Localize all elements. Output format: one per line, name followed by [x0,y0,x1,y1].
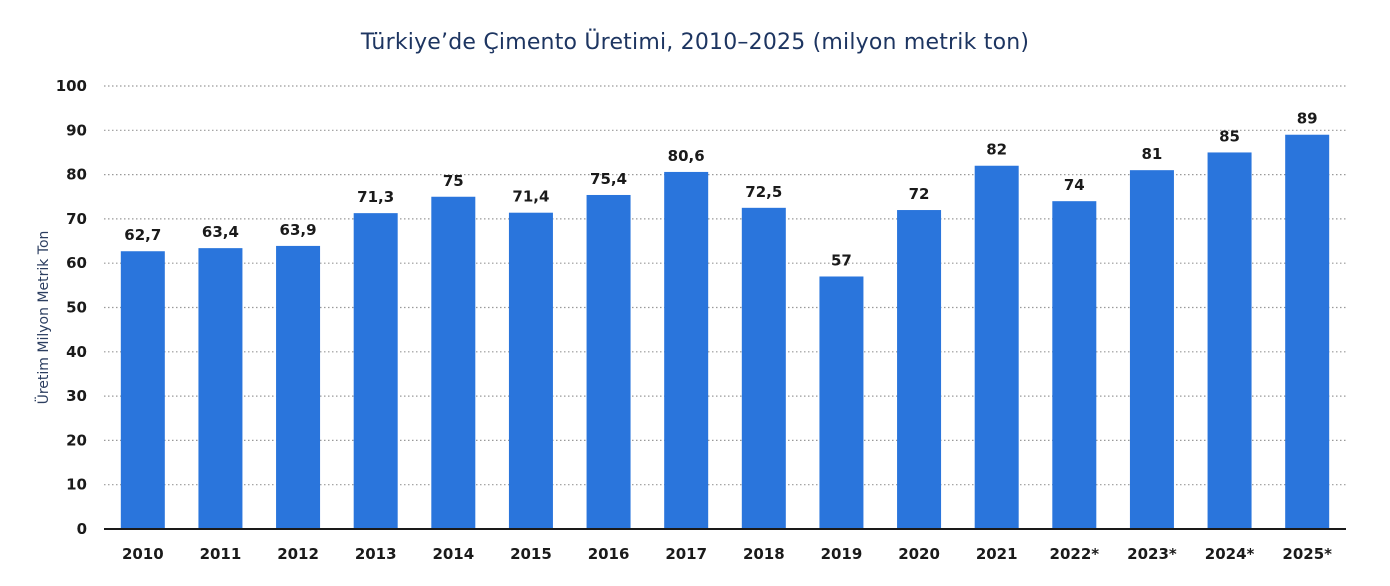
y-tick-label: 20 [66,431,87,449]
x-tick-label: 2025* [1282,545,1332,563]
data-label: 72 [909,185,930,203]
x-tick-label: 2015 [510,545,552,563]
chart-title: Türkiye’de Çimento Üretimi, 2010–2025 (m… [360,30,1030,55]
bars [120,134,1330,530]
x-tick-label: 2022* [1050,545,1100,563]
gridlines [104,85,1346,486]
x-tick-label: 2012 [277,545,319,563]
x-axis-ticks: 2010 2011 2012 2013 2014 2015 2016 2017 2018 2019… [122,545,1332,563]
bar [741,207,786,529]
x-tick-label: 2020 [898,545,940,563]
bar [1052,201,1097,529]
bar [276,245,321,529]
data-label: 63,4 [202,223,239,241]
data-label: 72,5 [745,183,782,201]
data-label: 74 [1064,176,1085,194]
y-tick-label: 10 [66,476,87,494]
x-tick-label: 2016 [588,545,630,563]
bar [664,171,709,529]
bar [974,165,1019,530]
y-tick-label: 60 [66,254,87,272]
x-tick-label: 2010 [122,545,164,563]
bar [897,210,942,530]
data-label: 71,3 [357,188,394,206]
y-tick-label: 50 [66,299,87,317]
y-tick-label: 70 [66,210,87,228]
data-label: 75 [443,172,464,190]
y-tick-label: 80 [66,166,87,184]
x-tick-label: 2024* [1205,545,1255,563]
data-label: 63,9 [280,221,317,239]
x-tick-label: 2023* [1127,545,1177,563]
data-label: 80,6 [668,147,705,165]
data-label: 89 [1297,110,1318,128]
y-axis-title: Üretim Milyon Metrik Ton [34,231,52,405]
data-label: 71,4 [512,188,549,206]
bar [1285,134,1330,530]
data-label: 57 [831,251,852,269]
y-tick-label: 30 [66,387,87,405]
y-axis-ticks: 0 10 20 30 40 50 60 70 80 90 100 [56,77,87,538]
data-label: 85 [1219,127,1240,145]
x-tick-label: 2014 [432,545,474,563]
bar [431,196,476,529]
x-tick-label: 2018 [743,545,785,563]
data-label: 81 [1142,145,1163,163]
bar [1129,170,1174,530]
bar [1207,152,1252,529]
x-tick-label: 2017 [665,545,707,563]
data-label: 75,4 [590,170,627,188]
y-tick-label: 40 [66,343,87,361]
bar [586,194,631,529]
x-tick-label: 2011 [200,545,242,563]
bar [120,251,165,529]
bar [198,248,243,529]
x-tick-label: 2021 [976,545,1018,563]
bar [353,213,398,530]
data-labels: 62,7 63,4 63,9 71,3 75 71,4 75,4 80,6 72,5 57 72 82… [124,110,1317,270]
data-label: 62,7 [124,226,161,244]
y-tick-label: 0 [77,520,87,538]
x-tick-label: 2019 [821,545,863,563]
x-tick-label: 2013 [355,545,397,563]
bar [508,212,553,529]
y-tick-label: 100 [56,77,87,95]
bar [819,276,864,529]
data-label: 82 [986,141,1007,159]
y-tick-label: 90 [66,121,87,139]
